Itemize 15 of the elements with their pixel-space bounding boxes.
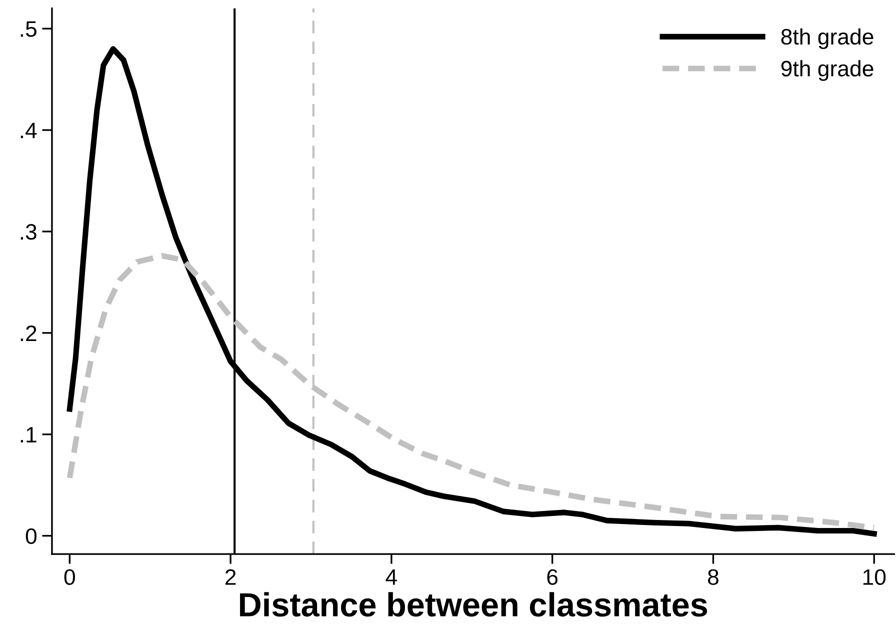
y-tick-label: .4 [20, 122, 37, 138]
x-axis-title: Distance between classmates [240, 592, 708, 617]
x-tick-label: 6 [547, 569, 558, 585]
y-tick-label: .2 [20, 325, 36, 341]
y-tick-label: .3 [20, 224, 36, 240]
x-tick-label: 2 [225, 569, 236, 585]
y-tick-label: .1 [20, 427, 36, 442]
y-tick-label: .5 [20, 21, 36, 37]
x-tick-label: 0 [64, 569, 75, 585]
legend-label: 8th grade [781, 28, 874, 50]
x-tick-label: 10 [863, 569, 886, 585]
x-tick-label: 4 [386, 569, 397, 585]
y-tick-label: 0 [26, 528, 37, 544]
legend-label: 9th grade [781, 60, 874, 81]
x-tick-label: 8 [708, 569, 718, 585]
